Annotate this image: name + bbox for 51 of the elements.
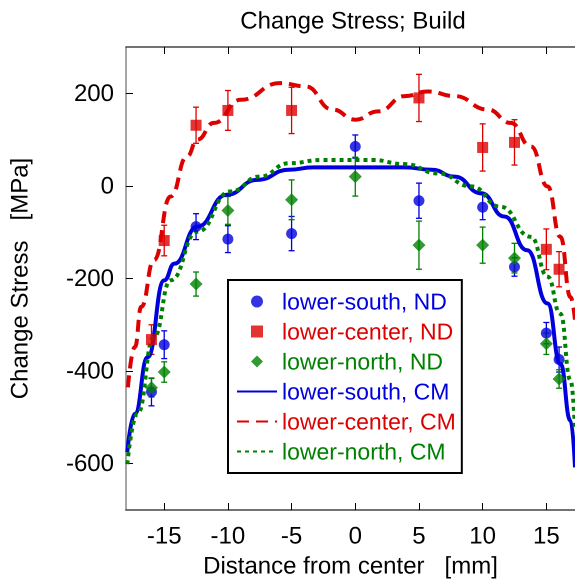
y-tick-label: 200 <box>74 80 114 107</box>
point <box>412 238 426 252</box>
point <box>221 204 234 217</box>
point <box>508 252 521 265</box>
point <box>540 337 553 350</box>
point <box>190 278 203 291</box>
point <box>540 244 552 255</box>
point <box>348 170 362 184</box>
point <box>158 339 170 350</box>
legend-label: lower-south, CM <box>282 378 450 404</box>
point <box>554 264 565 275</box>
y-axis-title: Change Stress [MPa] <box>6 158 34 400</box>
point <box>413 92 424 104</box>
x-tick-label: 10 <box>469 522 496 550</box>
point <box>350 141 361 152</box>
point <box>146 334 157 346</box>
point <box>552 372 566 386</box>
point <box>190 221 202 232</box>
legend-label: lower-south, ND <box>282 288 447 314</box>
legend-label: lower-center, CM <box>282 408 456 434</box>
y-tick-label: -400 <box>66 358 114 385</box>
point <box>413 195 424 206</box>
point <box>144 381 158 394</box>
y-tick-label: 0 <box>100 172 114 200</box>
legend-label: lower-center, ND <box>282 318 454 344</box>
point <box>477 202 488 213</box>
x-tick-label: -5 <box>280 522 302 550</box>
x-tick-label: -10 <box>210 522 246 550</box>
x-axis-title: Distance from center [mm] <box>203 552 498 580</box>
point <box>158 235 170 246</box>
x-tick-label: -15 <box>146 522 182 550</box>
point <box>222 104 234 116</box>
point <box>476 238 490 252</box>
point <box>190 120 202 131</box>
x-tick-label: 5 <box>412 522 426 550</box>
point <box>158 366 171 379</box>
point <box>554 354 565 366</box>
y-tick-label: -200 <box>66 265 114 292</box>
point <box>285 193 298 206</box>
x-tick-label: 15 <box>532 522 560 550</box>
y-tick-label: -600 <box>66 450 114 478</box>
point <box>508 136 520 148</box>
x-tick-label: 0 <box>348 522 362 550</box>
point <box>540 328 552 339</box>
point <box>477 142 488 153</box>
legend-label: lower-north, ND <box>282 348 444 374</box>
point <box>286 228 298 240</box>
legend-label: lower-north, CM <box>282 438 446 464</box>
chart-title: Change Stress; Build <box>240 8 466 34</box>
point <box>222 234 234 245</box>
point <box>286 104 298 116</box>
